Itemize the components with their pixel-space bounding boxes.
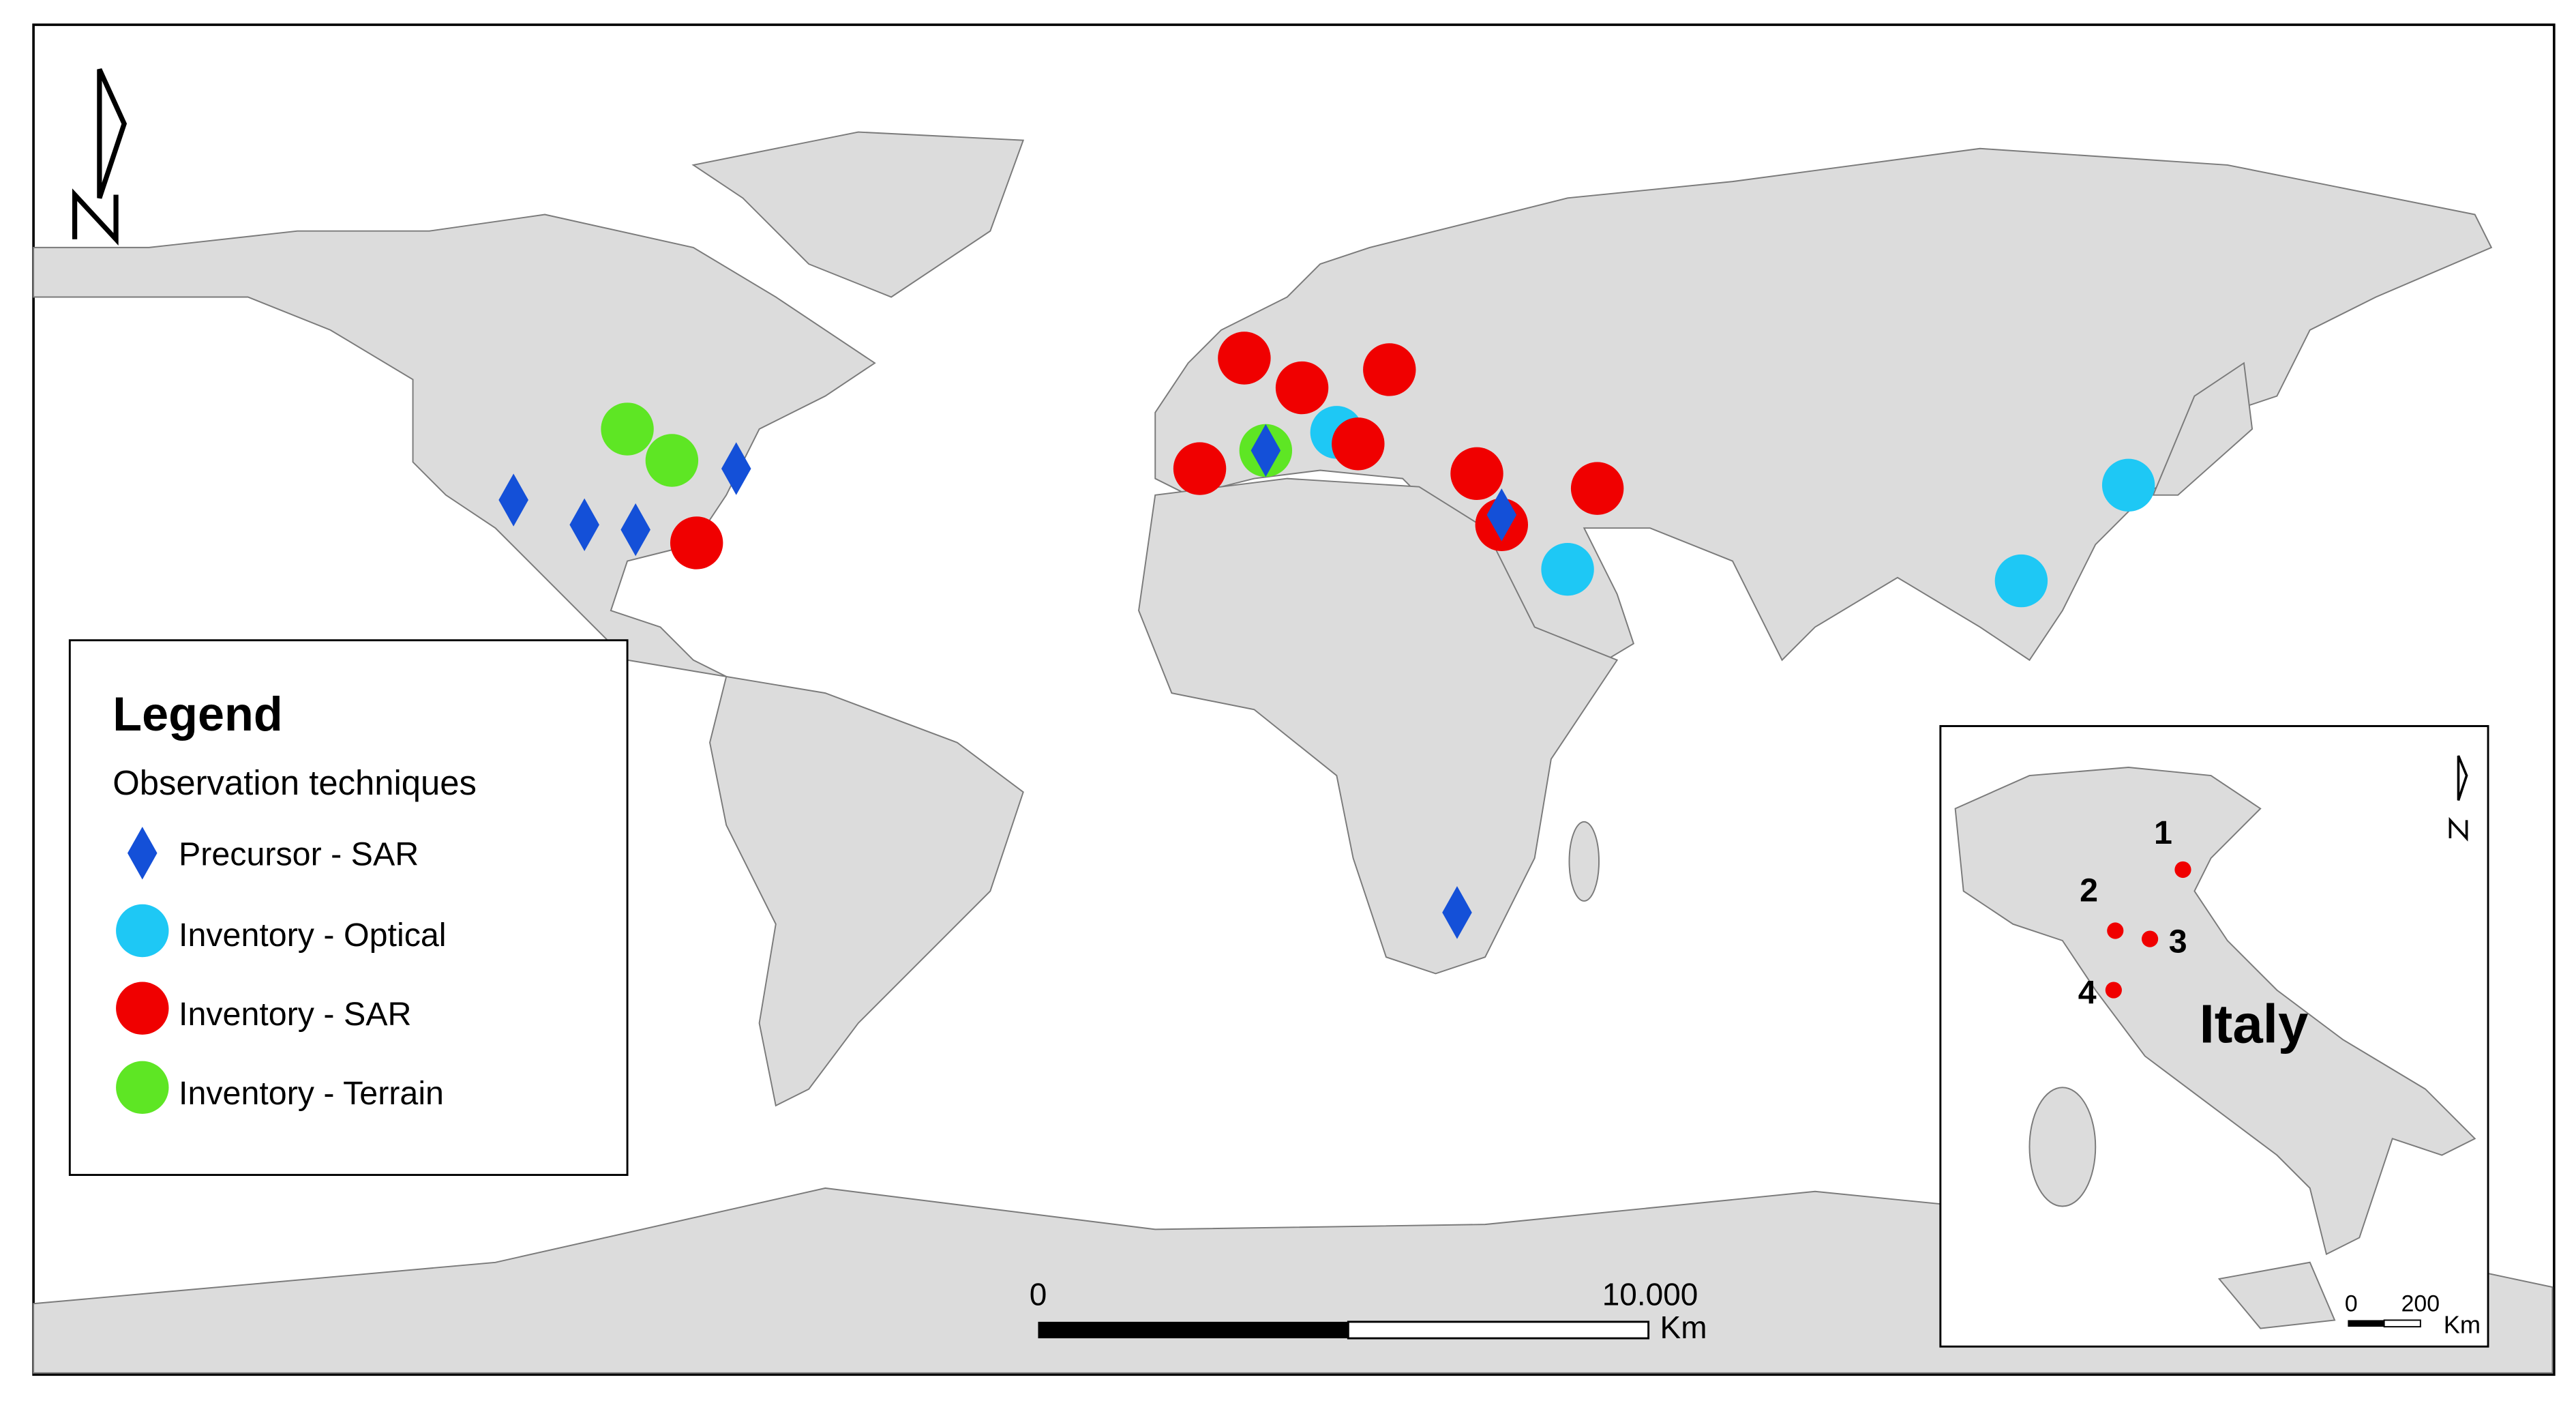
site-label: 1 bbox=[2154, 814, 2172, 851]
marker bbox=[670, 516, 723, 570]
marker bbox=[1332, 417, 1385, 471]
marker bbox=[1173, 442, 1227, 495]
scale-label: 0 bbox=[2345, 1291, 2358, 1317]
marker bbox=[1250, 424, 1281, 477]
scale-unit: Km bbox=[2444, 1311, 2481, 1339]
site-marker bbox=[2141, 930, 2159, 947]
marker bbox=[1541, 542, 1594, 596]
site-label: 2 bbox=[2080, 872, 2098, 909]
terrain-markers bbox=[601, 402, 1293, 487]
north-arrow-head bbox=[97, 68, 128, 199]
marker bbox=[1450, 447, 1503, 501]
site-marker bbox=[2105, 982, 2122, 999]
north-arrow-n bbox=[2448, 816, 2468, 842]
legend: Legend Observation techniques Precursor … bbox=[68, 639, 629, 1177]
scale-segment bbox=[2348, 1320, 2384, 1327]
scale-label: 200 bbox=[2401, 1291, 2440, 1317]
site-marker bbox=[2174, 861, 2191, 879]
inset-north-arrow bbox=[2448, 755, 2468, 842]
japan bbox=[2152, 362, 2253, 496]
legend-item: Inventory - Terrain bbox=[179, 1075, 444, 1112]
marker bbox=[1486, 488, 1517, 542]
legend-symbol bbox=[116, 904, 169, 958]
sardinia bbox=[2028, 1087, 2097, 1207]
marker bbox=[1275, 361, 1329, 415]
marker bbox=[601, 402, 654, 456]
scale-label: 0 bbox=[1030, 1277, 1047, 1312]
site-label: 3 bbox=[2169, 924, 2187, 960]
inset-title: Italy bbox=[2200, 993, 2309, 1054]
south-america bbox=[709, 675, 1024, 1107]
site-marker bbox=[2107, 922, 2124, 939]
inset: 1 2 3 4 Italy 0 200 Km bbox=[1939, 725, 2489, 1348]
scale-label: 10.000 bbox=[1602, 1277, 1698, 1312]
marker bbox=[1218, 331, 1271, 385]
marker bbox=[2101, 458, 2155, 512]
legend-subtitle: Observation techniques bbox=[113, 763, 477, 802]
madagascar bbox=[1568, 821, 1600, 902]
north-arrow-n bbox=[72, 188, 119, 246]
africa bbox=[1138, 477, 1619, 975]
marker bbox=[1363, 343, 1416, 396]
legend-item: Inventory - SAR bbox=[179, 996, 411, 1033]
site-label: 4 bbox=[2078, 975, 2097, 1012]
legend-title: Legend bbox=[113, 687, 282, 741]
legend-item: Inventory - Optical bbox=[179, 917, 447, 954]
greenland bbox=[691, 131, 1025, 298]
legend-symbol bbox=[128, 827, 158, 880]
north-arrow bbox=[72, 68, 128, 246]
scale-unit: Km bbox=[1660, 1310, 1707, 1345]
scale-segment bbox=[1038, 1321, 1349, 1339]
legend-symbol bbox=[116, 982, 169, 1035]
marker bbox=[1570, 462, 1624, 515]
marker bbox=[620, 503, 650, 557]
sicily bbox=[2217, 1261, 2336, 1329]
scale-bar: 0 10.000 Km bbox=[1030, 1277, 1707, 1345]
legend-symbol bbox=[116, 1061, 169, 1115]
marker bbox=[1994, 554, 2048, 608]
north-america bbox=[33, 213, 876, 677]
scale-segment bbox=[1347, 1321, 1650, 1340]
north-arrow-head bbox=[2457, 755, 2468, 801]
italy bbox=[1954, 767, 2476, 1256]
site-markers bbox=[2105, 861, 2191, 999]
sar-markers bbox=[670, 331, 1624, 570]
legend-item: Precursor - SAR bbox=[179, 836, 419, 872]
scale-segment bbox=[2383, 1319, 2421, 1328]
marker bbox=[645, 434, 699, 487]
markers bbox=[498, 331, 2155, 939]
